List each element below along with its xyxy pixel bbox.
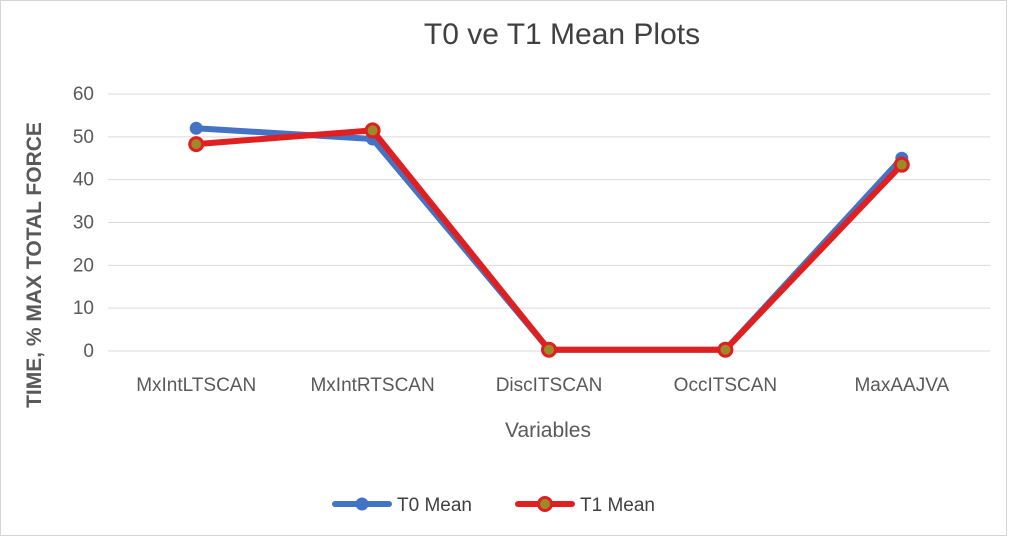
legend-label: T0 Mean	[397, 495, 472, 516]
legend-marker	[537, 496, 553, 512]
x-tick-label: MxIntRTSCAN	[310, 375, 434, 396]
y-tick-label: 30	[73, 213, 94, 234]
legend-label: T1 Mean	[580, 495, 655, 516]
y-tick-label: 50	[73, 127, 94, 148]
data-point	[188, 136, 205, 153]
legend: T0 Mean T1 Mean	[332, 495, 655, 516]
data-point	[189, 121, 203, 135]
y-tick-label: 0	[83, 341, 94, 362]
legend-marker	[355, 497, 369, 511]
x-axis-ticks: MxIntLTSCAN MxIntRTSCAN DiscITSCAN OccITSCA…	[136, 375, 949, 396]
series-line	[193, 125, 905, 353]
x-tick-label: MxIntLTSCAN	[136, 375, 256, 396]
data-point	[364, 122, 381, 139]
x-axis-label: Variables	[505, 419, 591, 442]
legend-item: T1 Mean	[515, 495, 655, 516]
gridlines	[108, 93, 990, 352]
legend-item: T0 Mean	[332, 495, 472, 516]
data-point	[717, 341, 734, 358]
x-tick-label: DiscITSCAN	[496, 375, 603, 396]
data-point	[541, 341, 557, 358]
y-tick-label: 60	[73, 84, 94, 105]
data-point	[893, 156, 910, 173]
y-tick-label: 10	[73, 298, 94, 319]
y-axis-label: TIME, % MAX TOTAL FORCE	[23, 122, 46, 408]
x-tick-label: MaxAAJVA	[854, 375, 949, 396]
series-t1	[188, 122, 910, 358]
chart-title: T0 ve T1 Mean Plots	[424, 18, 700, 51]
series-t0	[189, 121, 909, 357]
y-tick-label: 40	[73, 170, 94, 191]
series-lines	[188, 121, 910, 358]
series-line	[193, 127, 905, 353]
y-axis-ticks: 0 10 20 30 40 50 60	[73, 84, 94, 362]
x-tick-label: OccITSCAN	[674, 375, 777, 396]
y-tick-label: 20	[73, 255, 94, 276]
